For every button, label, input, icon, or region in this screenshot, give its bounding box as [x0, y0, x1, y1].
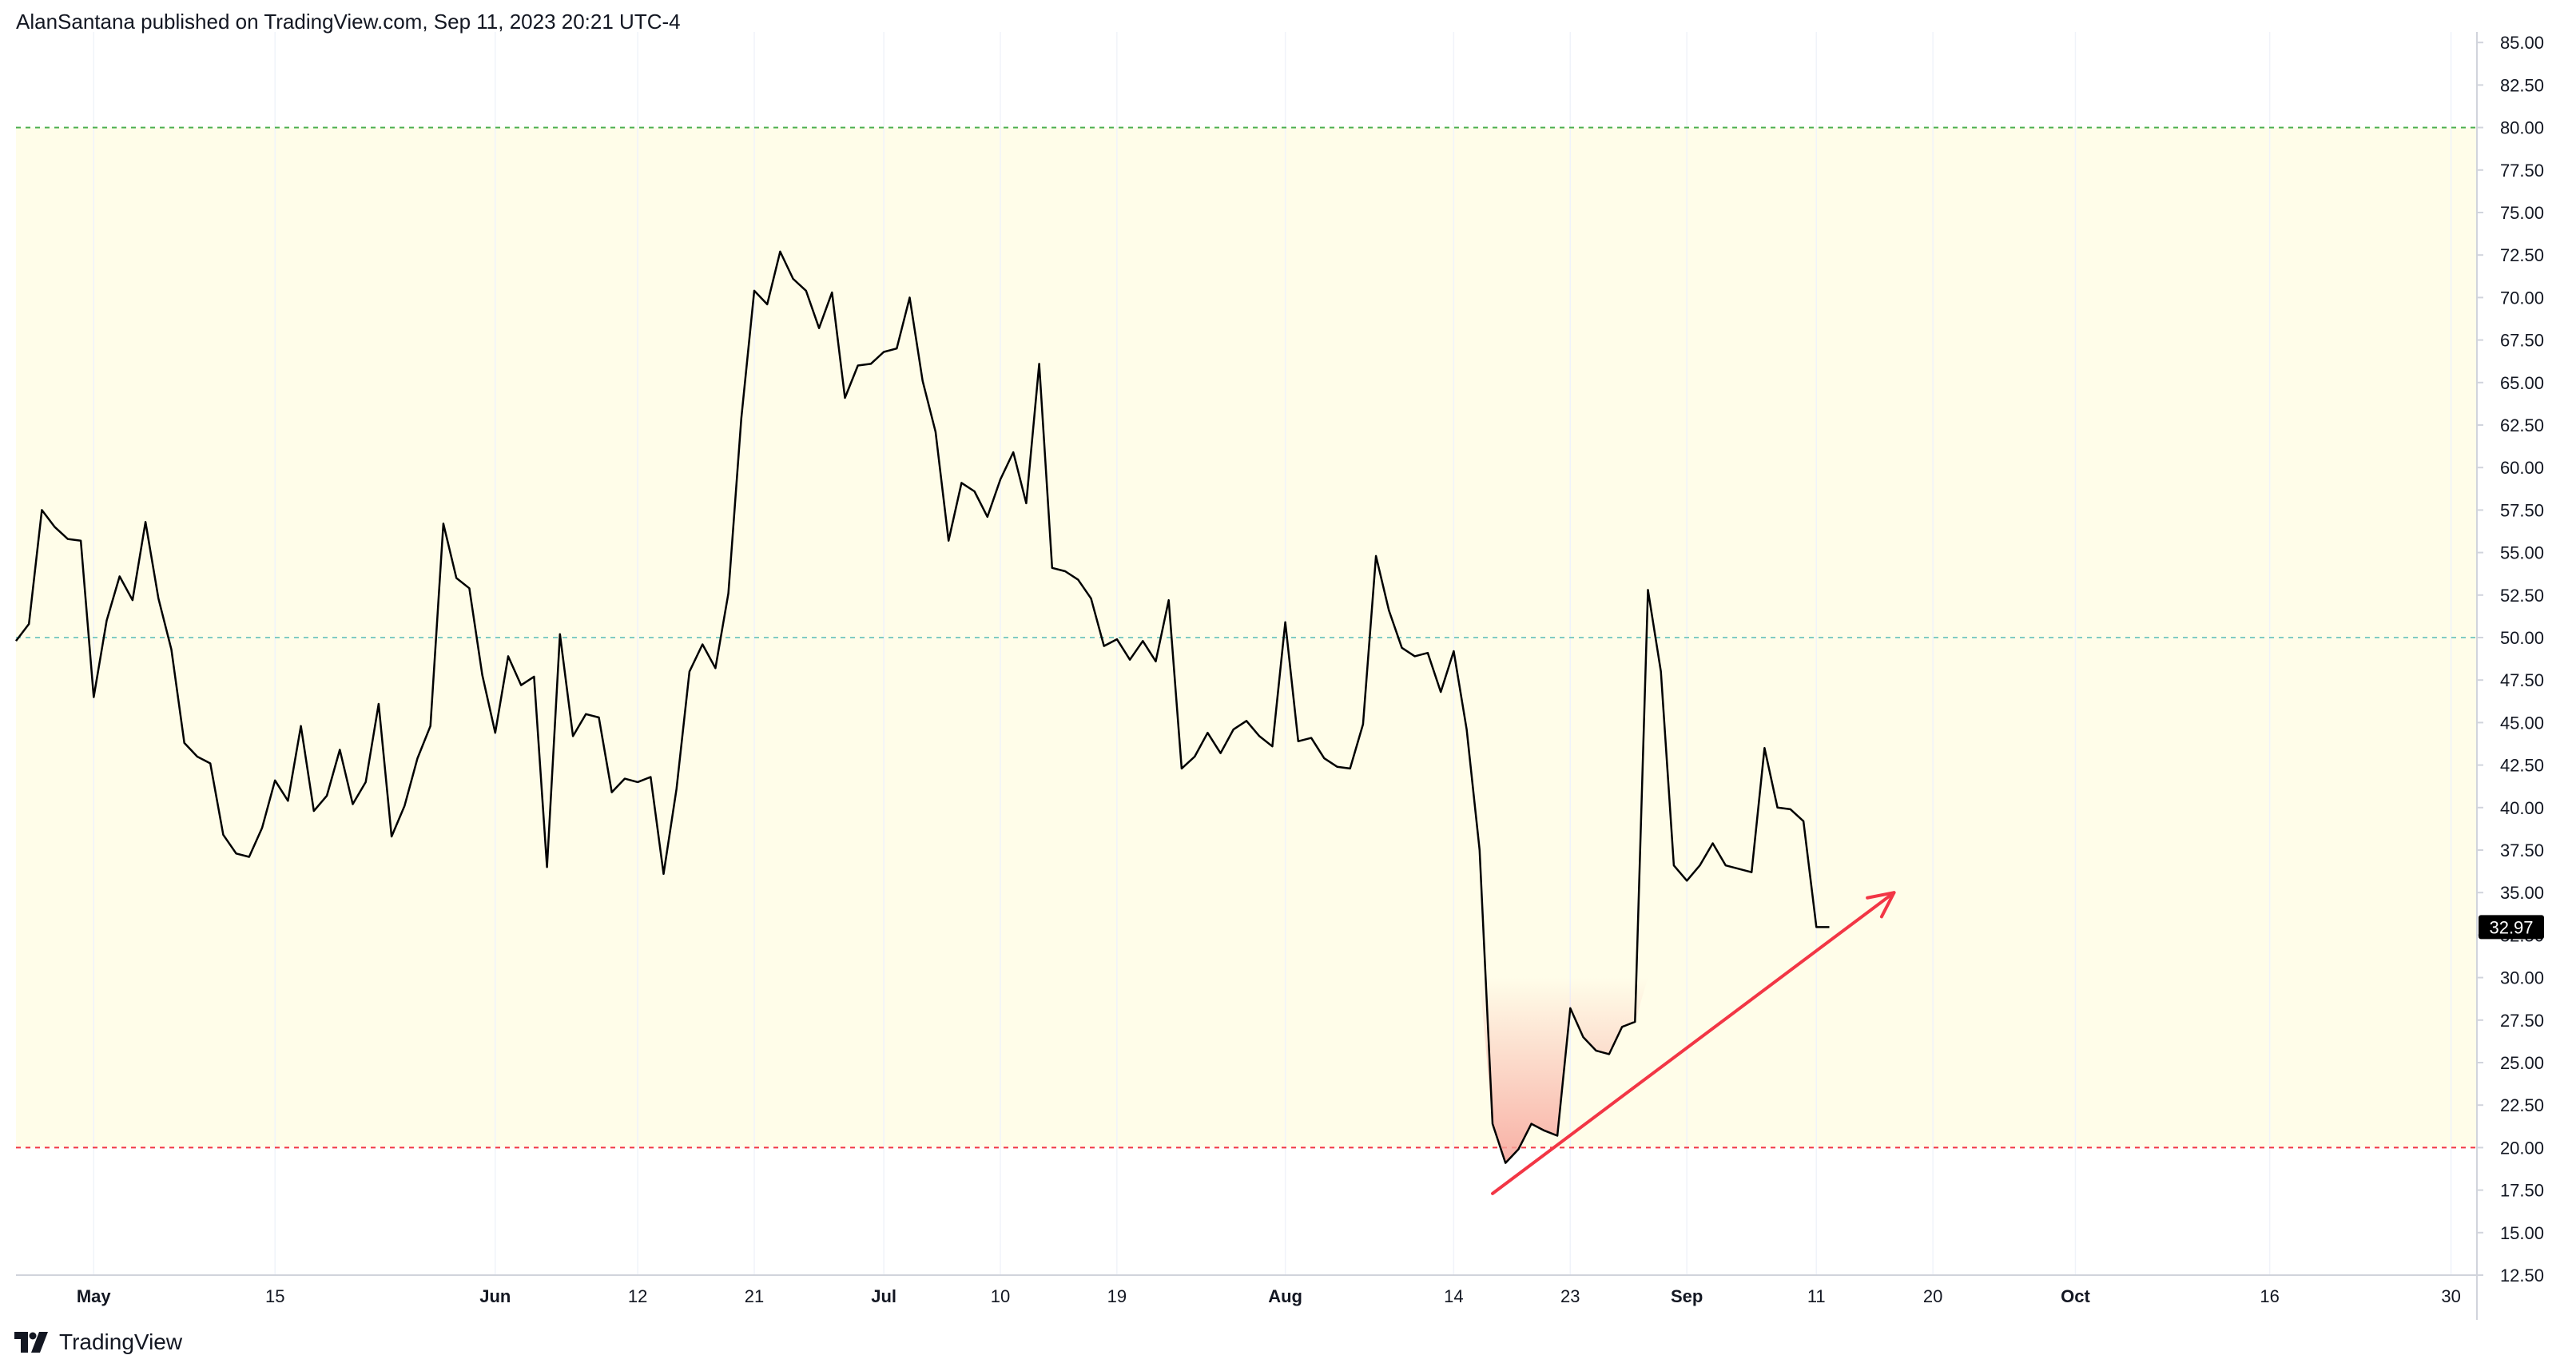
y-tick-label: 25.00	[2500, 1053, 2544, 1073]
footer: TradingView	[14, 1329, 182, 1355]
x-tick-label: 12	[628, 1286, 647, 1306]
x-tick-label: 10	[991, 1286, 1010, 1306]
y-tick-label: 55.00	[2500, 543, 2544, 563]
x-tick-label: 15	[265, 1286, 284, 1306]
y-tick-label: 35.00	[2500, 883, 2544, 903]
x-tick-label: 23	[1560, 1286, 1580, 1306]
x-tick-label: 11	[1807, 1286, 1826, 1306]
y-tick-label: 67.50	[2500, 331, 2544, 351]
y-tick-label: 70.00	[2500, 288, 2544, 308]
x-tick-label: Oct	[2061, 1286, 2090, 1306]
x-tick-label: 20	[1923, 1286, 1942, 1306]
tradingview-logo-icon	[14, 1332, 48, 1353]
series-line	[15, 250, 1830, 1164]
y-tick-label: 45.00	[2500, 713, 2544, 733]
y-tick-label: 75.00	[2500, 203, 2544, 223]
y-tick-label: 30.00	[2500, 968, 2544, 988]
y-tick-label: 15.00	[2500, 1223, 2544, 1243]
x-tick-label: Jul	[871, 1286, 896, 1306]
x-tick-label: 14	[1444, 1286, 1463, 1306]
arrow-shaft	[1491, 891, 1896, 1195]
y-tick-label: 27.50	[2500, 1011, 2544, 1031]
y-tick-label: 22.50	[2500, 1095, 2544, 1115]
y-tick-label: 62.50	[2500, 415, 2544, 435]
level-lines	[16, 126, 2477, 1149]
y-tick-label: 42.50	[2500, 756, 2544, 776]
y-tick-label: 65.00	[2500, 373, 2544, 393]
y-tick-label: 57.50	[2500, 500, 2544, 520]
y-tick-label: 72.50	[2500, 245, 2544, 265]
x-tick-label: 16	[2260, 1286, 2279, 1306]
y-tick-label: 82.50	[2500, 75, 2544, 95]
x-tick-label: 19	[1107, 1286, 1127, 1306]
y-axis: 12.50 15.00 17.50 20.00 22.50 25.00 27.50 30.00…	[2477, 33, 2544, 1286]
y-tick-label: 17.50	[2500, 1181, 2544, 1201]
y-tick-label: 77.50	[2500, 161, 2544, 181]
y-tick-label: 12.50	[2500, 1266, 2544, 1286]
x-tick-label: 21	[745, 1286, 764, 1306]
x-tick-label: 30	[2441, 1286, 2460, 1306]
x-axis: May 15 Jun 12 21 Jul 10 19 Aug 14 23 Sep 11 20 Oct 16 30	[77, 1286, 2461, 1306]
arrow-head	[1866, 891, 1896, 919]
last-value-badge: 32.97	[2479, 915, 2544, 940]
y-tick-label: 20.00	[2500, 1138, 2544, 1158]
y-tick-label: 80.00	[2500, 118, 2544, 138]
x-tick-label: Jun	[479, 1286, 511, 1306]
y-tick-label: 60.00	[2500, 458, 2544, 478]
publisher-line: AlanSantana published on TradingView.com…	[16, 10, 681, 34]
x-tick-label: Sep	[1671, 1286, 1703, 1306]
y-tick-label: 85.00	[2500, 33, 2544, 53]
y-tick-label: 40.00	[2500, 798, 2544, 818]
footer-brand: TradingView	[59, 1329, 183, 1354]
x-tick-label: May	[77, 1286, 112, 1306]
trend-arrow	[1491, 891, 1896, 1195]
y-tick-label: 52.50	[2500, 586, 2544, 606]
y-tick-label: 50.00	[2500, 628, 2544, 648]
y-tick-label: 47.50	[2500, 670, 2544, 690]
grid	[93, 32, 2452, 1275]
x-tick-label: Aug	[1268, 1286, 1302, 1306]
y-tick-label: 37.50	[2500, 840, 2544, 860]
last-value-label: 32.97	[2489, 917, 2533, 937]
last-value-bg	[2479, 915, 2544, 940]
